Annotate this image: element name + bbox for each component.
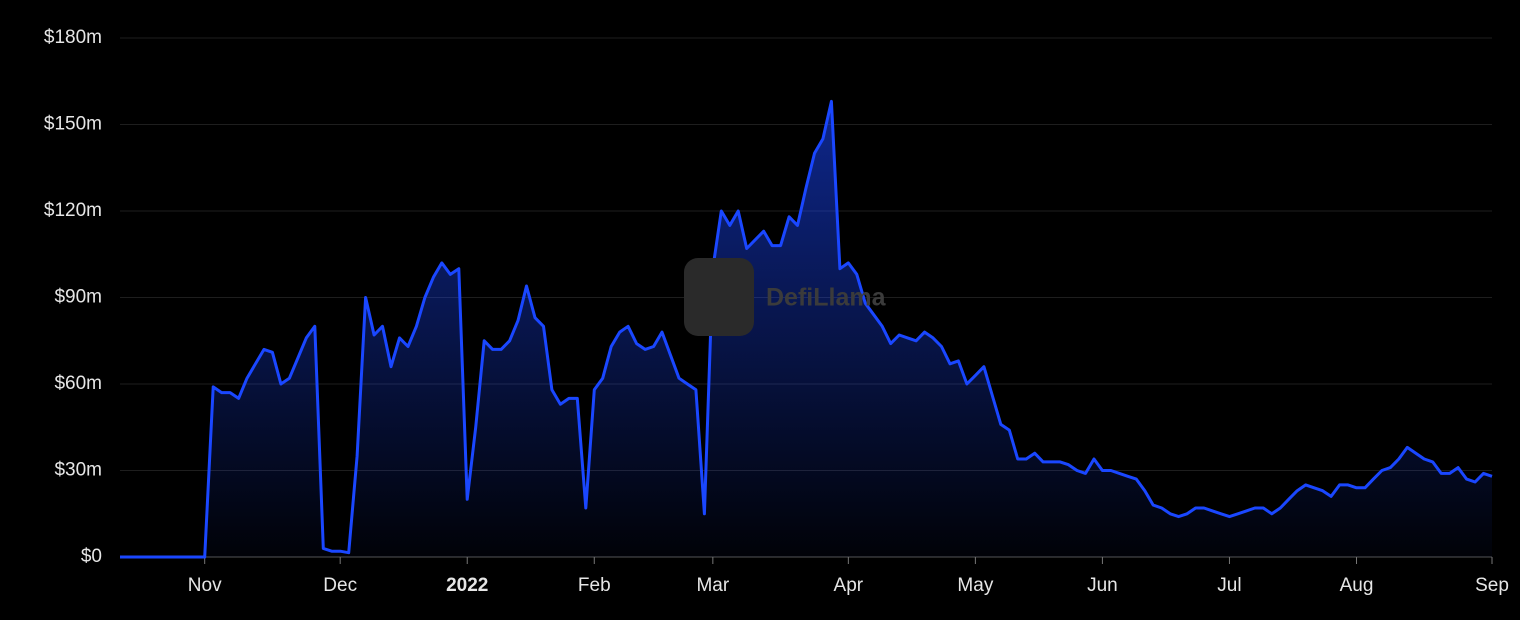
x-tick-label: Nov (188, 575, 222, 596)
watermark: DefiLlama (684, 258, 887, 336)
y-tick-label: $60m (54, 373, 102, 394)
y-tick-label: $150m (44, 114, 102, 135)
x-tick-label: May (957, 575, 993, 596)
x-tick-label: Sep (1475, 575, 1509, 596)
x-tick-label: 2022 (446, 575, 488, 596)
x-tick-label: Jul (1217, 575, 1241, 596)
x-tick-label: Aug (1340, 575, 1374, 596)
y-tick-label: $90m (54, 287, 102, 308)
watermark-text: DefiLlama (766, 284, 887, 312)
x-tick-label: Dec (323, 575, 357, 596)
x-tick-label: Feb (578, 575, 611, 596)
x-tick-label: Apr (834, 575, 864, 596)
y-tick-label: $0 (81, 546, 102, 567)
x-tick-label: Jun (1087, 575, 1118, 596)
line (120, 99, 1493, 559)
area (120, 101, 1492, 558)
x-tick-label: Mar (696, 575, 729, 596)
y-tick-label: $120m (44, 200, 102, 221)
watermark-icon (684, 258, 754, 336)
y-tick-label: $180m (44, 27, 102, 48)
y-tick-label: $30m (54, 460, 102, 481)
